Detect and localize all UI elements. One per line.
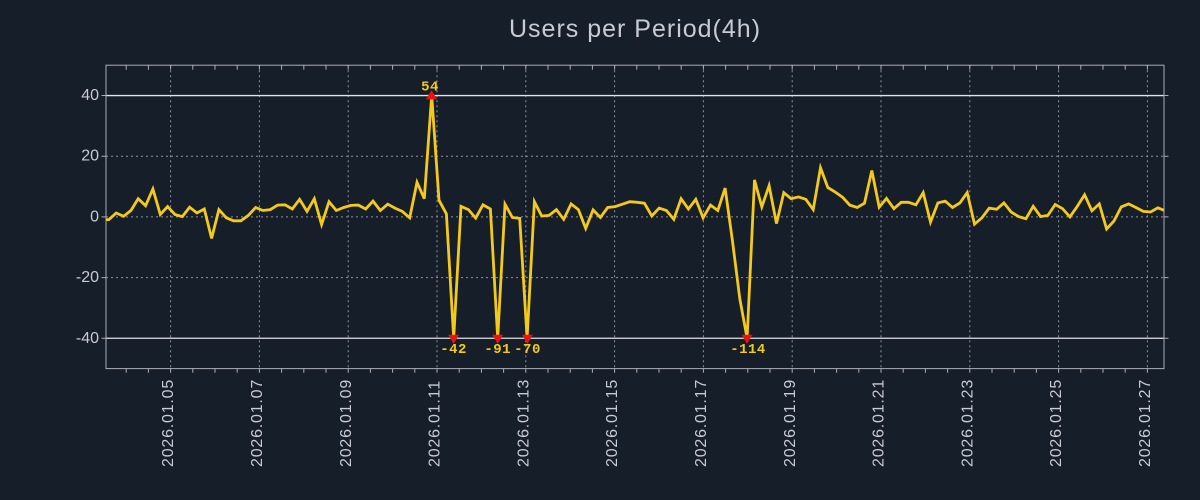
svg-text:2026.01.13: 2026.01.13 (515, 379, 532, 467)
svg-text:2026.01.23: 2026.01.23 (959, 379, 976, 467)
svg-text:2026.01.07: 2026.01.07 (249, 379, 266, 467)
svg-text:2026.01.09: 2026.01.09 (338, 379, 355, 467)
svg-text:2026.01.25: 2026.01.25 (1048, 379, 1065, 467)
svg-text:2026.01.15: 2026.01.15 (604, 379, 621, 467)
svg-text:Users per Period(4h): Users per Period(4h) (509, 15, 761, 43)
svg-text:-20: -20 (76, 269, 99, 286)
svg-text:-40: -40 (76, 330, 99, 347)
svg-text:2026.01.11: 2026.01.11 (427, 380, 444, 467)
svg-text:2026.01.27: 2026.01.27 (1137, 379, 1154, 467)
svg-text:54: 54 (421, 80, 439, 96)
svg-text:40: 40 (81, 87, 99, 104)
svg-text:2026.01.05: 2026.01.05 (160, 379, 177, 467)
svg-text:-42: -42 (440, 342, 467, 358)
svg-text:0: 0 (90, 208, 99, 225)
svg-text:-70: -70 (514, 342, 541, 358)
svg-text:-91: -91 (484, 342, 511, 358)
svg-text:2026.01.17: 2026.01.17 (693, 379, 710, 467)
svg-text:2026.01.19: 2026.01.19 (782, 379, 799, 467)
svg-text:-114: -114 (730, 342, 766, 358)
svg-text:20: 20 (81, 148, 99, 165)
svg-text:2026.01.21: 2026.01.21 (871, 379, 888, 467)
